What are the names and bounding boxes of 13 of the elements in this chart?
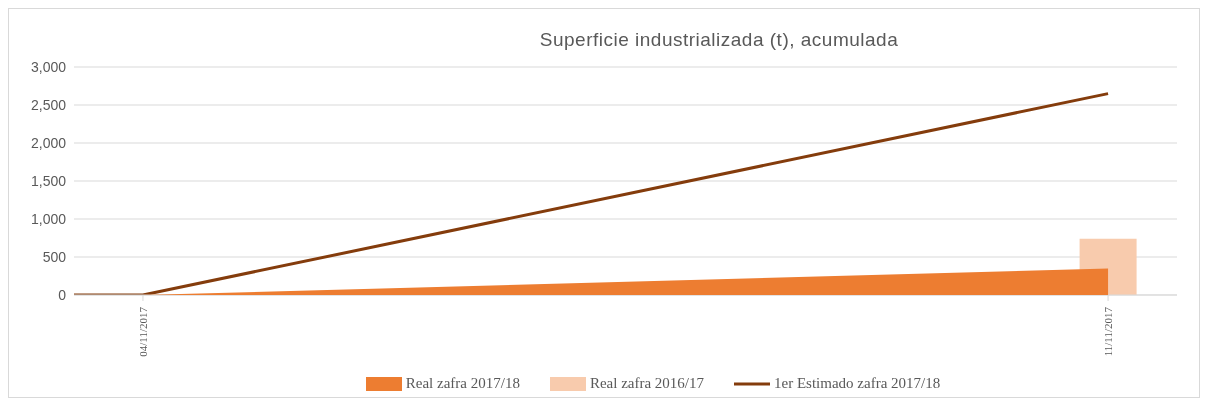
x-tick-label: 11/11/2017 <box>1102 306 1115 357</box>
legend-label: Real zafra 2016/17 <box>588 375 705 392</box>
y-tick-label: 500 <box>42 248 67 265</box>
y-tick-label: 1,500 <box>30 172 67 189</box>
y-tick-label: 3,000 <box>30 58 67 75</box>
y-tick-label: 2,000 <box>30 134 67 151</box>
x-tick-label: 04/11/2017 <box>136 306 149 357</box>
legend-label: 1er Estimado zafra 2017/18 <box>773 375 941 392</box>
legend-label: Real zafra 2017/18 <box>404 375 520 392</box>
chart-title: Superficie industrializada (t), acumulada <box>538 28 900 52</box>
y-tick-label: 0 <box>58 286 67 303</box>
y-tick-label: 2,500 <box>30 96 67 113</box>
y-tick-label: 1,000 <box>30 210 67 227</box>
